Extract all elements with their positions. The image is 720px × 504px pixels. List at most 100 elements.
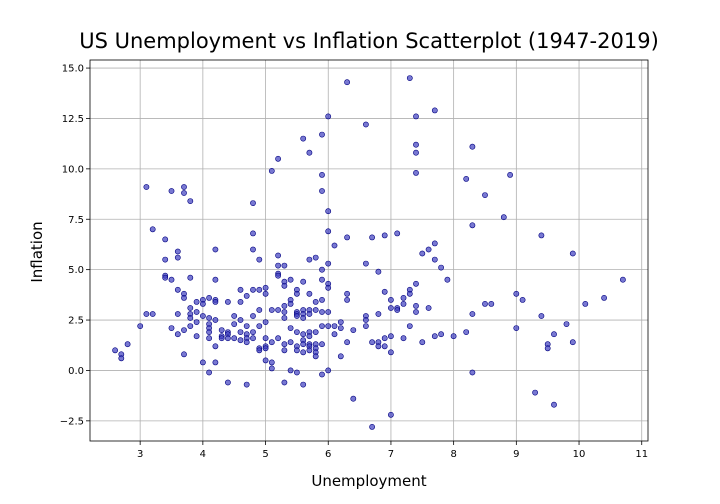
data-point — [325, 228, 332, 235]
data-point — [369, 423, 375, 430]
data-point — [287, 276, 294, 283]
data-point — [256, 286, 263, 293]
data-point — [306, 149, 313, 156]
data-point — [569, 250, 576, 257]
data-point — [431, 107, 438, 114]
data-point — [488, 300, 495, 307]
data-point — [300, 278, 307, 285]
x-tick-label: 6 — [325, 449, 331, 460]
data-point — [262, 284, 269, 291]
data-point — [193, 319, 200, 325]
data-point — [381, 343, 388, 350]
data-point — [212, 359, 219, 366]
data-point — [413, 113, 419, 120]
x-tick-label: 11 — [635, 449, 648, 460]
data-point — [212, 246, 219, 253]
data-point — [344, 79, 350, 86]
data-point — [206, 369, 212, 376]
data-point — [375, 268, 382, 275]
data-point — [319, 309, 325, 315]
data-point — [369, 234, 375, 241]
data-point — [381, 288, 388, 295]
data-point — [532, 389, 538, 396]
data-point — [387, 411, 394, 418]
data-point — [268, 339, 275, 346]
data-point — [419, 250, 426, 257]
data-point — [544, 345, 551, 352]
data-point — [268, 307, 275, 313]
data-point — [620, 276, 626, 283]
data-point — [469, 311, 476, 317]
data-point — [431, 333, 438, 340]
data-point — [507, 171, 513, 178]
data-point — [262, 335, 269, 342]
data-point — [463, 175, 470, 182]
data-point — [362, 260, 369, 267]
data-point — [287, 367, 294, 374]
data-point — [231, 321, 238, 327]
y-tick-label: 10.0 — [62, 164, 84, 175]
data-point — [187, 323, 194, 329]
data-point — [551, 401, 557, 408]
data-points — [112, 75, 626, 430]
data-point — [250, 286, 256, 293]
data-point — [406, 290, 413, 297]
data-point — [193, 333, 200, 340]
data-point — [306, 333, 313, 340]
y-axis-ticks: −2.5 0.0 2.5 5.0 7.5 10.0 12.5 15.0 — [60, 64, 90, 427]
data-point — [250, 313, 256, 319]
data-point — [262, 290, 269, 297]
data-point — [218, 335, 225, 342]
data-point — [431, 240, 438, 247]
data-point — [281, 341, 288, 348]
data-point — [281, 302, 288, 309]
data-point — [256, 347, 263, 354]
data-point — [212, 317, 219, 323]
data-point — [400, 335, 407, 342]
data-point — [118, 355, 125, 362]
data-point — [281, 347, 288, 354]
data-point — [143, 184, 150, 190]
data-point — [212, 343, 219, 350]
x-tick-label: 8 — [450, 449, 456, 460]
data-point — [224, 379, 231, 386]
data-point — [312, 307, 319, 313]
y-axis-label: Inflation — [28, 221, 46, 282]
data-point — [551, 331, 557, 338]
data-point — [268, 167, 275, 174]
data-point — [187, 198, 194, 204]
data-point — [438, 331, 444, 338]
grid-lines — [90, 60, 648, 441]
data-point — [344, 339, 350, 346]
data-point — [463, 329, 470, 335]
data-point — [287, 339, 294, 346]
data-point — [250, 246, 256, 253]
data-point — [187, 315, 194, 321]
x-axis-label: Unemployment — [311, 472, 426, 490]
data-point — [237, 286, 244, 293]
data-point — [281, 315, 288, 321]
data-point — [275, 307, 281, 313]
data-point — [413, 309, 419, 315]
data-point — [469, 369, 476, 376]
data-point — [300, 349, 307, 356]
data-point — [181, 351, 187, 358]
data-point — [193, 298, 200, 305]
data-point — [375, 343, 382, 350]
data-point — [218, 327, 225, 333]
data-point — [237, 337, 244, 344]
data-point — [199, 359, 206, 366]
data-point — [300, 135, 307, 142]
data-point — [325, 323, 332, 329]
data-point — [413, 302, 419, 309]
chart-title: US Unemployment vs Inflation Scatterplot… — [79, 29, 659, 53]
data-point — [193, 309, 200, 315]
data-point — [174, 248, 181, 255]
data-point — [212, 276, 219, 283]
data-point — [319, 371, 325, 378]
data-point — [406, 75, 413, 81]
data-point — [312, 298, 319, 305]
data-point — [306, 256, 313, 263]
data-point — [275, 262, 281, 269]
data-point — [262, 319, 269, 325]
